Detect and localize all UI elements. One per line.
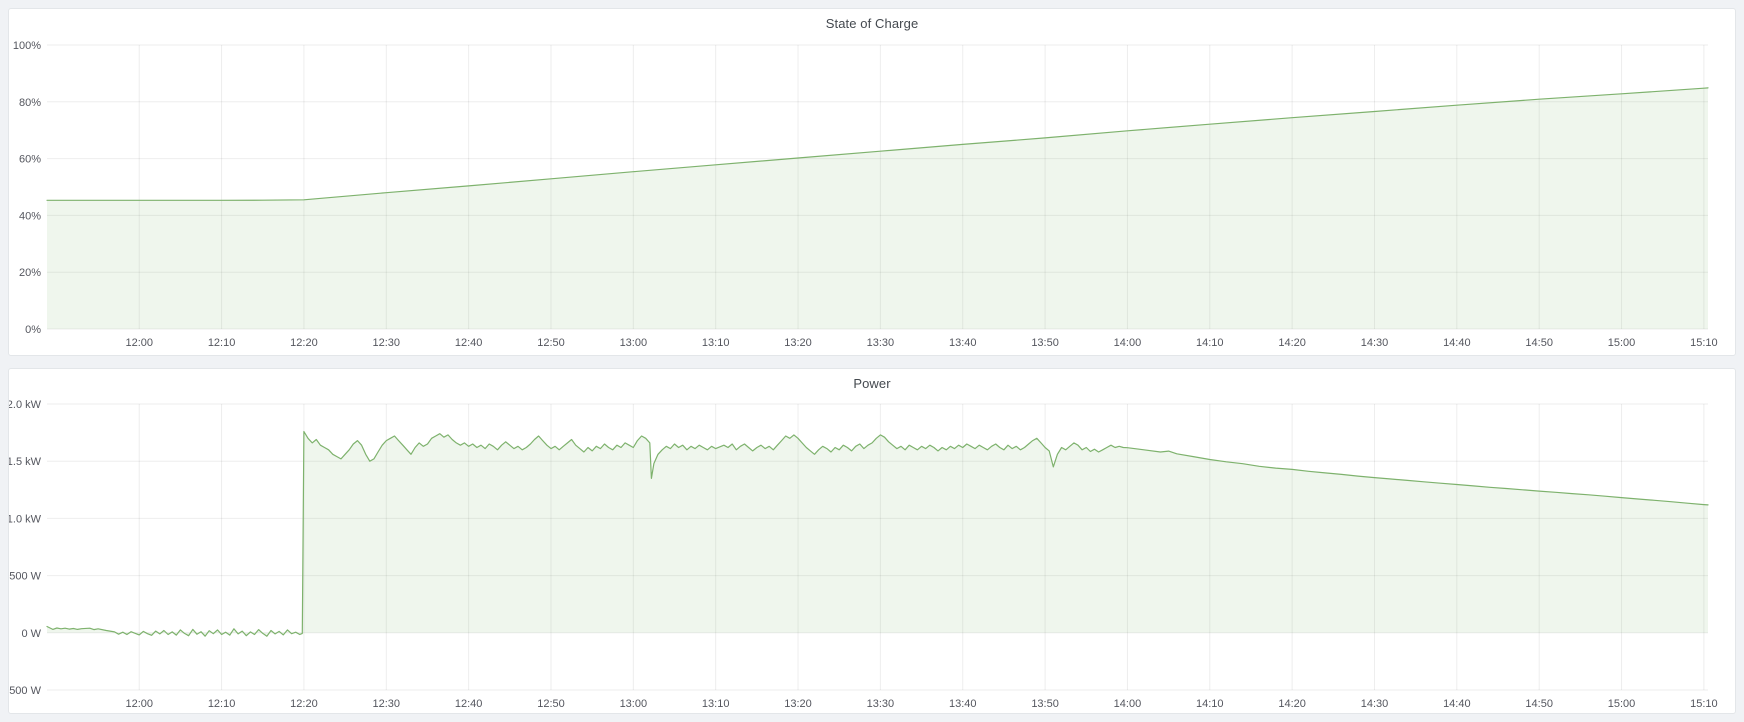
y-axis-label: 1.5 kW [9,456,42,468]
y-axis-label: 0 W [21,628,41,640]
x-axis-label: 15:10 [1690,337,1718,349]
x-axis-label: 15:00 [1608,337,1636,349]
x-axis-label: 12:40 [455,698,483,710]
x-axis-label: 14:50 [1525,337,1553,349]
x-axis-label: 13:00 [620,337,648,349]
x-axis-label: 12:30 [373,698,401,710]
panel-state-of-charge: State of Charge 0% 20% 40% 60% 80% 100% 12:00 1… [8,8,1736,356]
x-axis-label: 12:50 [537,337,565,349]
y-axis-label: 1.0 kW [9,513,42,525]
x-axis-label: 13:50 [1031,698,1059,710]
y-axis-label: 2.0 kW [9,399,42,411]
x-axis-label: 13:20 [784,698,812,710]
x-axis-label: 12:10 [208,698,236,710]
y-axis-label: 40% [19,210,41,222]
x-axis-label: 13:10 [702,698,730,710]
x-axis-label: 14:30 [1361,698,1389,710]
panel-header-state-of-charge[interactable]: State of Charge [9,9,1735,37]
y-axis-label: 80% [19,97,41,109]
x-axis-label: 14:40 [1443,337,1471,349]
x-axis-label: 15:00 [1608,698,1636,710]
power-chart-canvas[interactable]: -500 W 0 W 500 W 1.0 kW 1.5 kW 2.0 kW 12:00 12:… [9,397,1735,713]
x-axis-label: 14:10 [1196,337,1224,349]
x-axis-label: 13:00 [620,698,648,710]
x-axis-label: 12:50 [537,698,565,710]
y-axis-label: -500 W [9,685,42,697]
x-axis-label: 13:30 [867,698,895,710]
x-axis-label: 12:10 [208,337,236,349]
x-axis-label: 14:20 [1278,698,1306,710]
x-axis-label: 13:50 [1031,337,1059,349]
x-axis-label: 14:40 [1443,698,1471,710]
x-axis-label: 12:20 [290,337,318,349]
x-axis-label: 15:10 [1690,698,1718,710]
x-axis-label: 12:00 [125,698,153,710]
series-line [46,87,1709,201]
y-axis-label: 0% [25,324,41,336]
x-axis-label: 14:50 [1525,698,1553,710]
x-axis-label: 13:40 [949,337,977,349]
x-axis-label: 14:00 [1114,698,1142,710]
panel-power: Power -500 W 0 W 500 W 1.0 kW 1.5 kW 2.0 kW 12… [8,368,1736,714]
x-axis-label: 13:30 [867,337,895,349]
y-axis-label: 500 W [9,571,41,583]
y-axis-label: 100% [13,40,41,52]
y-axis-label: 20% [19,267,41,279]
series-area [47,431,1708,637]
series-area [47,87,1708,330]
panel-title-power[interactable]: Power [853,375,891,391]
x-axis-label: 13:40 [949,698,977,710]
x-axis-label: 14:20 [1278,337,1306,349]
x-axis-label: 13:10 [702,337,730,349]
state-of-charge-chart-canvas[interactable]: 0% 20% 40% 60% 80% 100% 12:00 12:10 12:20 12:30 12… [9,37,1735,355]
x-axis-label: 14:10 [1196,698,1224,710]
x-axis-label: 12:40 [455,337,483,349]
y-axis-label: 60% [19,154,41,166]
x-axis-label: 14:00 [1114,337,1142,349]
x-axis-label: 12:20 [290,698,318,710]
x-axis-label: 14:30 [1361,337,1389,349]
panel-header-power[interactable]: Power [9,369,1735,397]
panel-title-state-of-charge[interactable]: State of Charge [825,15,919,31]
series-line [46,430,1709,637]
x-axis-label: 12:30 [373,337,401,349]
x-axis-label: 13:20 [784,337,812,349]
x-axis-label: 12:00 [125,337,153,349]
